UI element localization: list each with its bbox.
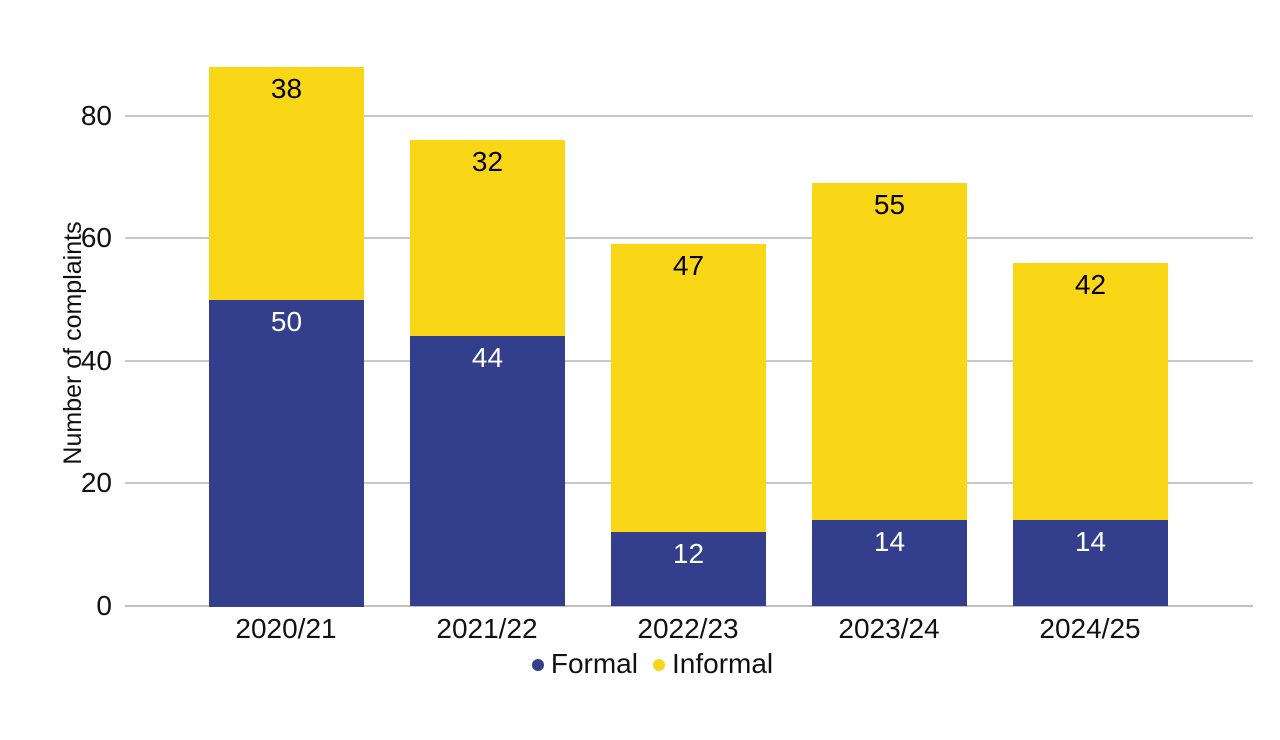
bar-value-label: 50 — [270, 306, 303, 337]
bar-segment-formal — [1013, 520, 1168, 606]
bar-value-label: 47 — [672, 250, 705, 281]
y-tick-label: 20 — [80, 467, 112, 498]
legend-item-formal: Formal — [531, 648, 638, 679]
y-tick-label: 60 — [80, 222, 112, 253]
bar-value-label: 32 — [471, 146, 504, 177]
legend-label: Informal — [671, 648, 774, 679]
bar-segment-formal — [812, 520, 967, 606]
legend-item-informal: Informal — [652, 648, 774, 679]
bar-value-label: 12 — [672, 538, 705, 569]
x-tick-label: 2020/21 — [235, 613, 337, 644]
bar-value-label: 38 — [270, 73, 303, 104]
y-tick-label: 40 — [80, 345, 112, 376]
bar-segment-informal — [1013, 263, 1168, 520]
y-gridline — [125, 237, 1253, 239]
bar-value-label: 14 — [1074, 526, 1107, 557]
legend-dot-formal-icon — [531, 659, 544, 671]
bar-value-label: 44 — [471, 342, 504, 373]
x-tick-label: 2022/23 — [637, 613, 739, 644]
bar-segment-informal — [812, 183, 967, 520]
y-tick-label: 0 — [96, 590, 112, 621]
bar-segment-informal — [410, 140, 565, 336]
legend-label: Formal — [550, 648, 638, 679]
x-tick-label: 2024/25 — [1039, 613, 1141, 644]
bar-segment-informal — [209, 67, 364, 300]
legend: Formal Informal — [0, 649, 1280, 679]
y-tick-label: 80 — [80, 100, 112, 131]
x-tick-label: 2021/22 — [436, 613, 538, 644]
x-tick-label: 2023/24 — [838, 613, 940, 644]
bar-value-label: 14 — [873, 526, 906, 557]
bar-segment-formal — [209, 300, 364, 607]
legend-dot-informal-icon — [652, 659, 665, 671]
x-axis-line — [125, 605, 1253, 607]
bar-segment-formal — [410, 336, 565, 606]
bar-segment-formal — [611, 532, 766, 606]
bar-segment-informal — [611, 244, 766, 532]
y-gridline — [125, 115, 1253, 117]
bar-value-label: 55 — [873, 189, 906, 220]
bar-value-label: 42 — [1074, 269, 1107, 300]
